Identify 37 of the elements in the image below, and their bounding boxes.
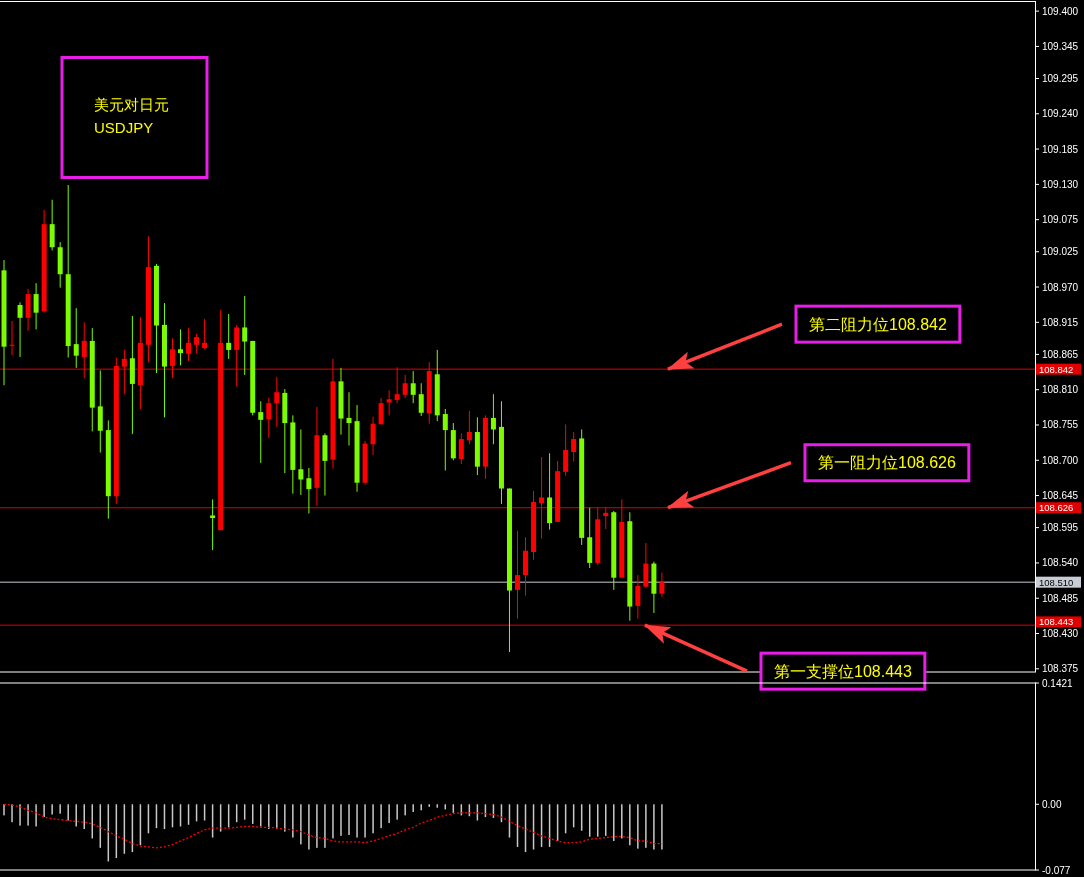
annotation: 第一阻力位108.626: [666, 443, 971, 510]
annotation: 第一支撑位108.443: [644, 623, 927, 691]
y-tick-label: 109.400: [1042, 5, 1079, 17]
y-tick-label: 109.295: [1042, 73, 1079, 84]
annotation: 第二阻力位108.842: [809, 315, 947, 333]
y-tick-label: -0.077: [1042, 864, 1071, 876]
y-tick-label: 108.430: [1042, 628, 1079, 639]
ref-line-label: 108.510: [1039, 576, 1074, 588]
y-tick-label: 108.810: [1042, 384, 1079, 396]
y-tick-label: 108.915: [1042, 316, 1079, 328]
y-tick-label: 108.540: [1042, 557, 1079, 569]
annotation: 第二阻力位108.842: [666, 304, 962, 371]
ref-line: 108.443: [0, 616, 1081, 628]
y-tick-label: 109.075: [1042, 214, 1079, 226]
y-tick-label: 108.970: [1042, 281, 1079, 293]
y-tick-label: 108.645: [1042, 490, 1079, 502]
y-tick-label: 108.375: [1042, 663, 1079, 675]
y-tick-label: 108.755: [1042, 419, 1079, 431]
y-tick-label: 108.700: [1042, 454, 1079, 466]
ref-line: 108.510: [0, 576, 1081, 588]
y-tick-label: 109.025: [1042, 246, 1079, 258]
y-tick-label: 109.185: [1042, 143, 1079, 155]
title: 美元对日元 USDJPY: [60, 56, 209, 179]
y-tick-label: 108.485: [1042, 592, 1079, 604]
y-tick-label: 108.865: [1042, 348, 1079, 360]
y-tick-label: 0.00: [1042, 798, 1062, 810]
y-tick-label: 109.345: [1042, 40, 1079, 52]
annotation: 第一阻力位108.626: [818, 454, 956, 472]
ref-line: 108.842: [0, 363, 1081, 375]
annotation: 第一支撑位108.443: [774, 662, 912, 680]
y-tick-label: 109.240: [1042, 108, 1079, 120]
ref-line-label: 108.443: [1039, 616, 1074, 628]
ref-line-label: 108.842: [1039, 363, 1074, 375]
ref-line-label: 108.626: [1039, 502, 1074, 514]
y-tick-label: 108.595: [1042, 522, 1079, 534]
y-tick-label: 109.130: [1042, 178, 1079, 190]
y-tick-label: 0.1421: [1042, 677, 1074, 689]
